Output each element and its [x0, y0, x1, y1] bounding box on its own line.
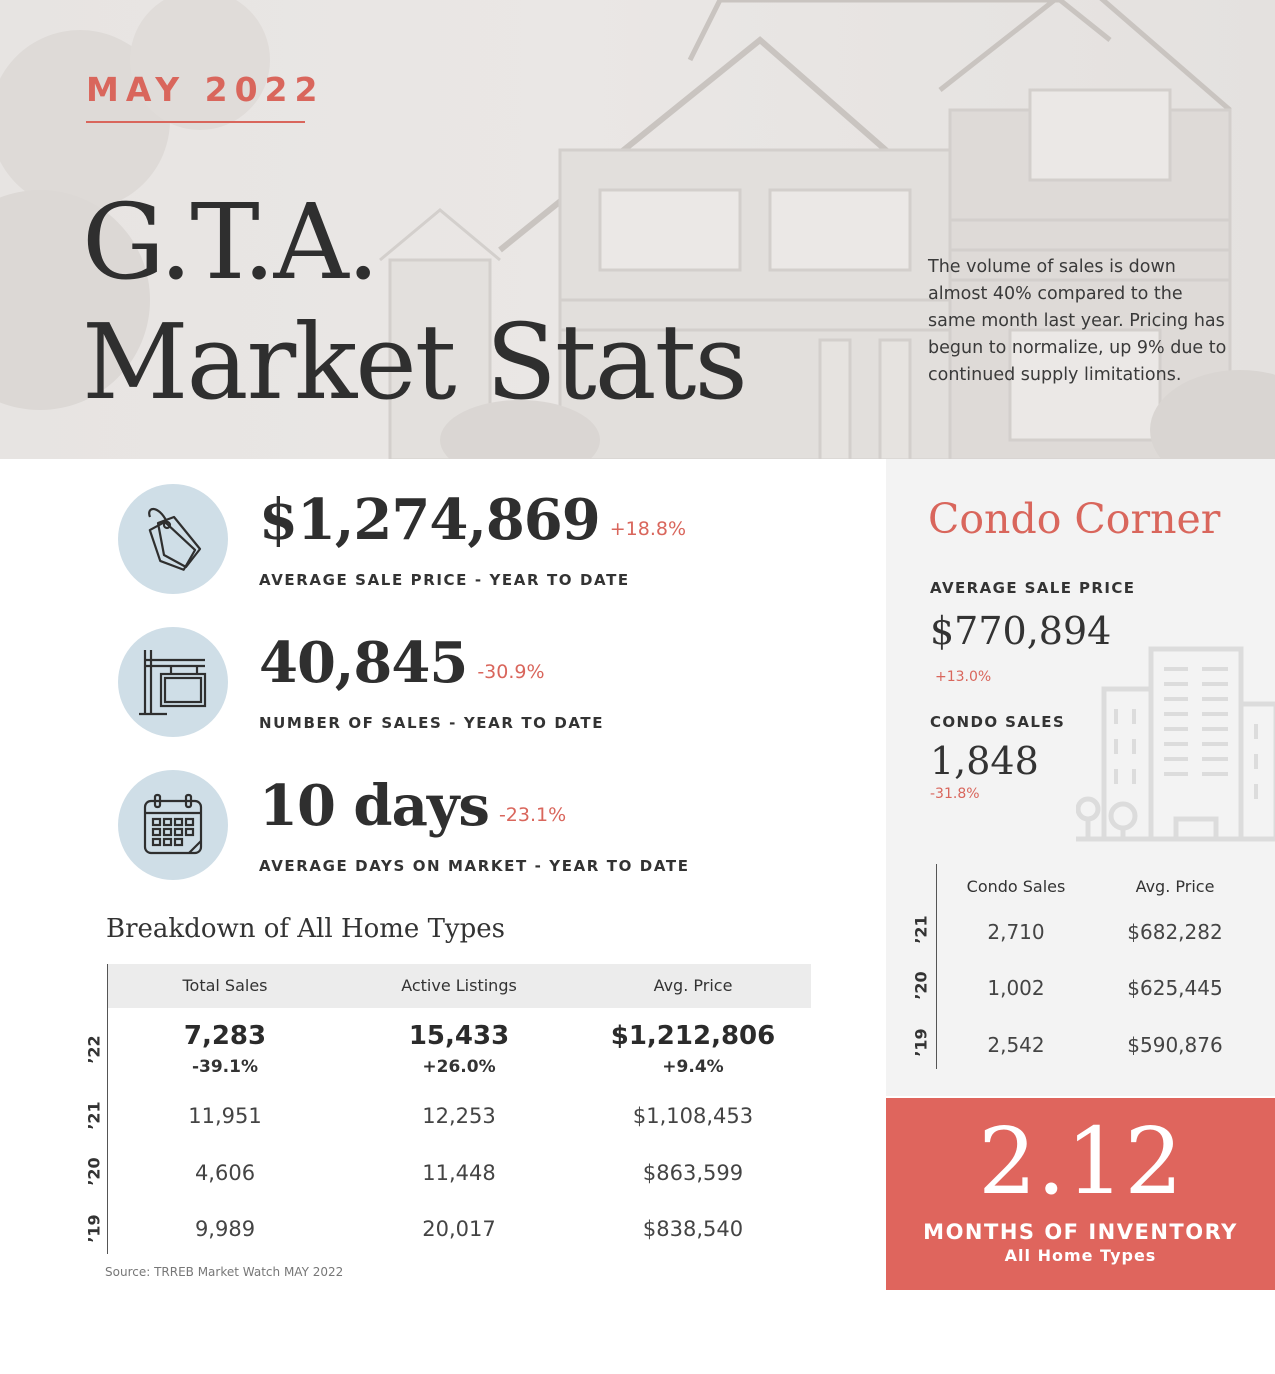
house-background-image: [0, 0, 1275, 459]
cell-value: 7,283: [183, 1021, 267, 1051]
table-cell: 2,542: [987, 1033, 1045, 1057]
column-header-condo-avg-price: Avg. Price: [1135, 877, 1215, 896]
table-cell: 12,253: [422, 1104, 496, 1128]
kpi-icon-circle: [118, 770, 228, 880]
sale-sign-icon: [139, 650, 207, 716]
table-cell: 11,448: [422, 1161, 496, 1185]
hero-banner: MAY 2022 G.T.A. Market Stats The volume …: [0, 0, 1275, 459]
condo-avg-price-value: $770,894: [930, 609, 1112, 653]
cell-change: +26.0%: [422, 1057, 496, 1077]
condo-sales-value: 1,848: [930, 739, 1039, 783]
column-header-total-sales: Total Sales: [182, 976, 268, 995]
table-cell: $1,212,806 +9.4%: [576, 1020, 810, 1082]
kpi-change: +18.8%: [609, 518, 686, 540]
condo-sales-label: CONDO SALES: [930, 713, 1066, 731]
source-note: Source: TRREB Market Watch MAY 2022: [105, 1265, 344, 1279]
cell-change: -39.1%: [191, 1057, 259, 1077]
table-cell: $590,876: [1127, 1033, 1223, 1057]
kpi-number-of-sales: 40,845 -30.9% NUMBER OF SALES - YEAR TO D…: [118, 627, 838, 737]
table-axis-line: [107, 964, 108, 1254]
kpi-value-text: 10 days: [259, 773, 490, 839]
table-cell: $682,282: [1127, 920, 1223, 944]
condo-title: Condo Corner: [928, 495, 1221, 543]
table-cell: $1,108,453: [632, 1104, 754, 1128]
row-year-label: ’21: [84, 1101, 104, 1130]
table-cell: 4,606: [194, 1161, 256, 1185]
kpi-icon-circle: [118, 627, 228, 737]
table-cell: $863,599: [642, 1161, 744, 1185]
breakdown-table-header: Total Sales Active Listings Avg. Price: [108, 964, 811, 1008]
table-cell: 7,283 -39.1%: [108, 1020, 342, 1082]
kpi-days-on-market: 10 days -23.1% AVERAGE DAYS ON MARKET - Y…: [118, 770, 838, 880]
cell-value: $1,212,806: [610, 1021, 776, 1051]
condo-corner-panel: Condo Corner AVERAGE SALE PRICE $770,894…: [886, 459, 1275, 1096]
condo-building-icon: [1076, 646, 1275, 842]
row-year-label: ’19: [84, 1214, 104, 1243]
table-axis-line: [936, 864, 937, 1069]
table-cell: 9,989: [194, 1217, 256, 1241]
table-cell: 15,433 +26.0%: [342, 1020, 576, 1082]
row-year-label: ’20: [84, 1157, 104, 1186]
kpi-value-text: $1,274,869: [259, 487, 601, 553]
report-month: MAY 2022: [86, 70, 325, 109]
column-header-active-listings: Active Listings: [401, 976, 517, 995]
table-cell: $625,445: [1127, 976, 1223, 1000]
table-cell: 11,951: [188, 1104, 262, 1128]
breakdown-title: Breakdown of All Home Types: [106, 914, 505, 944]
price-tag-icon: [148, 507, 202, 571]
months-of-inventory-card: 2.12 MONTHS OF INVENTORY All Home Types: [886, 1098, 1275, 1290]
inventory-sublabel: All Home Types: [1004, 1246, 1157, 1265]
kpi-average-sale-price: $1,274,869 +18.8% AVERAGE SALE PRICE - YE…: [118, 484, 838, 594]
condo-sales-change: -31.8%: [930, 786, 980, 802]
condo-avg-price-label: AVERAGE SALE PRICE: [930, 579, 1136, 597]
table-cell: $838,540: [642, 1217, 744, 1241]
inventory-label: MONTHS OF INVENTORY: [923, 1220, 1238, 1244]
table-cell: 20,017: [422, 1217, 496, 1241]
kpi-label: AVERAGE DAYS ON MARKET - YEAR TO DATE: [259, 857, 690, 875]
kpi-value: 10 days -23.1%: [259, 768, 566, 853]
table-cell: 1,002: [987, 976, 1045, 1000]
cell-value: 15,433: [408, 1021, 510, 1051]
calendar-icon: [143, 793, 203, 855]
row-year-label: ’20: [911, 971, 931, 1000]
row-year-label: ’22: [84, 1035, 104, 1064]
inventory-value: 2.12: [978, 1108, 1183, 1215]
cell-change: +9.4%: [662, 1057, 724, 1077]
kpi-label: AVERAGE SALE PRICE - YEAR TO DATE: [259, 571, 630, 589]
kpi-icon-circle: [118, 484, 228, 594]
month-underline: [86, 121, 305, 123]
row-year-label: ’19: [911, 1028, 931, 1057]
kpi-label: NUMBER OF SALES - YEAR TO DATE: [259, 714, 605, 732]
kpi-value: 40,845 -30.9%: [259, 625, 545, 710]
page-title: G.T.A. Market Stats: [82, 181, 748, 423]
kpi-change: -30.9%: [477, 661, 545, 683]
kpi-value-text: 40,845: [259, 630, 468, 696]
row-year-label: ’21: [911, 915, 931, 944]
table-cell: 2,710: [987, 920, 1045, 944]
intro-text: The volume of sales is down almost 40% c…: [928, 257, 1227, 385]
kpi-change: -23.1%: [498, 804, 567, 826]
title-line-1: G.T.A.: [82, 181, 380, 303]
column-header-condo-sales: Condo Sales: [966, 877, 1066, 896]
title-line-2: Market Stats: [82, 301, 748, 423]
kpi-value: $1,274,869 +18.8%: [259, 482, 686, 567]
condo-avg-price-change: +13.0%: [935, 669, 992, 685]
column-header-avg-price: Avg. Price: [653, 976, 733, 995]
